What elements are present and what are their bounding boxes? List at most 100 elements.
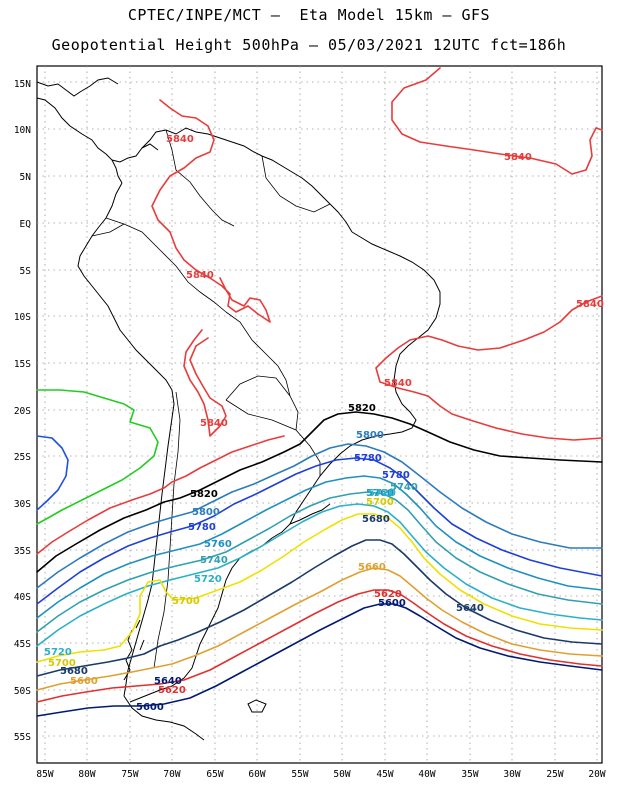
title-line-2: Geopotential Height 500hPa – 05/03/2021 … — [51, 36, 567, 54]
contour-blue-west — [36, 435, 69, 511]
border-guianas — [261, 155, 331, 213]
label-5760-west: 5760 — [204, 539, 232, 550]
label-5600-west: 5600 — [136, 702, 164, 713]
border-ecuador — [91, 223, 125, 237]
lon-label-60w: 60W — [248, 769, 265, 780]
contour-5600 — [36, 603, 603, 717]
border-peru-brazil — [105, 217, 227, 313]
coastline-central-america — [36, 97, 123, 184]
contour-5820 — [36, 411, 603, 573]
label-5600-east: 5600 — [378, 598, 406, 609]
label-5840-bolivia: 5840 — [200, 418, 228, 429]
label-5620-west: 5620 — [158, 685, 186, 696]
coastline-rio-plata — [289, 503, 331, 525]
coastline-caribbean-north — [36, 77, 119, 97]
lon-label-65w: 65W — [206, 769, 223, 780]
lon-label-75w: 75W — [121, 769, 138, 780]
label-5760-east: 5760 — [366, 488, 394, 499]
coastline-panama — [111, 143, 159, 163]
coastline-north-sa — [141, 127, 353, 233]
label-5720-east: 5720 — [368, 488, 396, 499]
latitude-labels: 15N 10N 5N EQ 5S 10S 15S 20S 25S 30S 35S… — [14, 79, 31, 743]
label-5820-north: 5820 — [348, 403, 376, 414]
label-5700-east: 5700 — [366, 497, 394, 508]
label-5720-far-west: 5720 — [44, 647, 72, 658]
lat-label-10n: 10N — [14, 125, 31, 136]
label-5660-west: 5660 — [70, 676, 98, 687]
lat-label-55s: 55S — [14, 732, 31, 743]
lon-label-20w: 20W — [588, 769, 605, 780]
lat-label-5n: 5N — [20, 172, 32, 183]
gridlines — [37, 66, 602, 763]
label-5820-west: 5820 — [190, 489, 218, 500]
lon-label-25w: 25W — [546, 769, 563, 780]
label-5780-west: 5780 — [188, 522, 216, 533]
lat-label-35s: 35S — [14, 546, 31, 557]
contour-5840-north-b — [391, 67, 603, 175]
contour-5680 — [36, 539, 603, 677]
lat-label-25s: 25S — [14, 452, 31, 463]
label-5700-west: 5700 — [172, 596, 200, 607]
lon-label-45w: 45W — [376, 769, 393, 780]
lon-label-55w: 55W — [291, 769, 308, 780]
longitude-labels: 85W 80W 75W 70W 65W 60W 55W 50W 45W 40W … — [36, 769, 605, 780]
contour-labels: 5840 5840 5840 5840 5840 5840 5820 5820 … — [44, 134, 604, 713]
lat-label-45s: 45S — [14, 639, 31, 650]
label-5700-far-west: 5700 — [48, 658, 76, 669]
contour-5800 — [36, 443, 603, 589]
contour-5840-southwest — [36, 435, 285, 555]
border-bolivia-brazil — [225, 311, 291, 397]
lon-label-40w: 40W — [418, 769, 435, 780]
lon-label-80w: 80W — [78, 769, 95, 780]
label-5840-north-east: 5840 — [504, 152, 532, 163]
title-line-1: CPTEC/INPE/MCT – Eta Model 15km – GFS — [127, 6, 491, 24]
label-5680-west: 5680 — [60, 666, 88, 677]
border-paraguay — [225, 375, 299, 431]
label-5800-west: 5800 — [192, 507, 220, 518]
lat-label-15n: 15N — [14, 79, 31, 90]
coastline-falklands — [247, 699, 267, 713]
lat-label-5s: 5S — [20, 266, 32, 277]
label-5740-east: 5740 — [390, 482, 418, 493]
label-5720-west: 5720 — [194, 574, 222, 585]
contour-5740 — [36, 491, 603, 633]
contour-5840-north-a — [151, 99, 271, 323]
lon-label-70w: 70W — [163, 769, 180, 780]
country-borders — [91, 129, 331, 669]
contour-5840-west — [183, 329, 227, 437]
border-colombia-venezuela — [165, 129, 235, 227]
lon-label-35w: 35W — [461, 769, 478, 780]
contour-5780 — [36, 457, 603, 605]
lat-label-40s: 40S — [14, 592, 31, 603]
label-5800-east: 5800 — [356, 430, 384, 441]
contour-5660 — [36, 567, 603, 691]
lat-label-20s: 20S — [14, 406, 31, 417]
lat-label-30s: 30S — [14, 499, 31, 510]
label-5660-east: 5660 — [358, 562, 386, 573]
contour-5760 — [36, 475, 603, 619]
contour-5840-east — [375, 295, 603, 441]
lon-label-85w: 85W — [36, 769, 53, 780]
label-5840-north-west: 5840 — [166, 134, 194, 145]
lat-label-50s: 50S — [14, 686, 31, 697]
label-5620-east: 5620 — [374, 589, 402, 600]
coastline-chile-islands — [123, 619, 145, 681]
label-5840-brazil: 5840 — [384, 378, 412, 389]
contour-5700 — [36, 513, 603, 663]
label-5640-east: 5640 — [456, 603, 484, 614]
label-5740-west: 5740 — [200, 555, 228, 566]
label-5840-amazon: 5840 — [186, 270, 214, 281]
lat-label-15s: 15S — [14, 359, 31, 370]
lon-label-30w: 30W — [503, 769, 520, 780]
lon-label-50w: 50W — [333, 769, 350, 780]
contour-green-west — [36, 389, 159, 525]
contour-5720 — [36, 503, 603, 647]
label-5640-west: 5640 — [154, 676, 182, 687]
coastline-pacific-sa — [77, 182, 175, 697]
coastline-atlantic-sa — [129, 231, 441, 703]
label-5780-mid: 5780 — [382, 470, 410, 481]
lat-label-eq: EQ — [20, 219, 32, 230]
height-contours — [36, 67, 603, 717]
lat-label-10s: 10S — [14, 312, 31, 323]
